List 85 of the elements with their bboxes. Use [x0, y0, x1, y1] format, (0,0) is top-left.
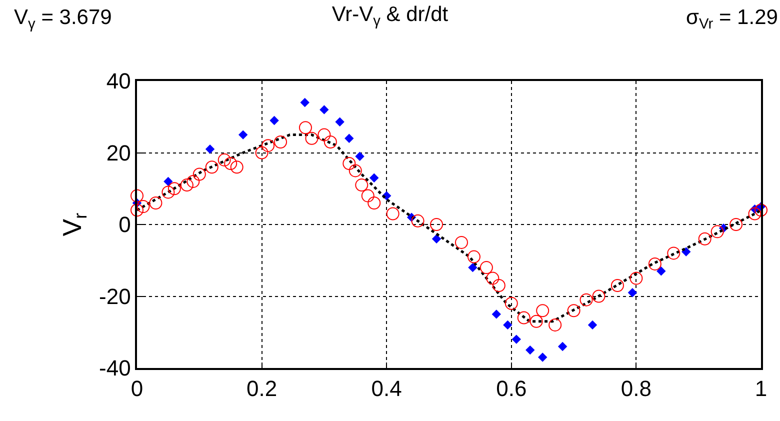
point — [504, 296, 518, 310]
point — [754, 204, 768, 217]
point — [274, 135, 288, 148]
point — [630, 272, 643, 285]
point — [567, 304, 580, 318]
point — [320, 105, 329, 114]
point — [730, 218, 743, 231]
point — [335, 118, 344, 126]
point — [592, 290, 606, 303]
point — [454, 236, 468, 249]
point — [255, 146, 268, 160]
point — [300, 98, 310, 107]
point — [530, 314, 543, 328]
x-tick-label: 0.2 — [246, 376, 278, 402]
point — [262, 139, 275, 152]
point — [192, 168, 206, 181]
point — [480, 261, 493, 274]
point — [432, 234, 441, 244]
point — [698, 232, 712, 246]
point — [526, 346, 535, 354]
point — [205, 160, 218, 174]
point — [342, 157, 356, 170]
y-tick-label: -40 — [99, 356, 131, 381]
point — [224, 157, 238, 170]
point — [548, 318, 562, 332]
point — [628, 288, 637, 298]
x-tick-label: 1 — [754, 376, 768, 402]
point — [512, 334, 521, 344]
point — [130, 204, 144, 217]
x-tick-label: 0.4 — [371, 376, 402, 402]
point — [656, 266, 666, 276]
point — [610, 278, 624, 292]
point — [355, 152, 364, 161]
point — [492, 310, 501, 319]
point — [348, 164, 362, 178]
point — [558, 342, 567, 351]
point — [667, 246, 680, 260]
point — [370, 173, 379, 182]
point — [486, 272, 500, 285]
point — [468, 263, 478, 272]
point — [580, 293, 593, 306]
point — [368, 196, 381, 210]
point — [230, 160, 244, 174]
x-tick-label: 0.6 — [496, 376, 527, 402]
point — [467, 250, 480, 264]
point — [238, 130, 248, 140]
point — [411, 214, 424, 228]
y-tick-label: 20 — [106, 140, 131, 166]
point — [588, 320, 597, 330]
point — [298, 121, 312, 134]
point — [492, 278, 506, 292]
point — [344, 134, 354, 143]
point — [538, 352, 547, 362]
point — [517, 311, 530, 324]
point — [180, 178, 194, 192]
point — [318, 128, 331, 142]
point — [218, 153, 231, 166]
point — [386, 207, 400, 220]
y-tick-label: -20 — [99, 284, 131, 309]
point — [648, 257, 662, 270]
point — [682, 247, 691, 256]
text: V$_{γ}$ = 3.679 — [14, 6, 112, 32]
point — [361, 189, 374, 202]
point — [324, 135, 337, 148]
point — [748, 207, 762, 220]
y-tick-label: 0 — [118, 212, 131, 238]
point — [503, 320, 512, 330]
point — [130, 189, 144, 202]
point — [355, 178, 368, 192]
point — [710, 225, 724, 238]
point — [305, 132, 318, 145]
point — [430, 218, 444, 231]
point — [206, 144, 214, 154]
point — [162, 186, 175, 199]
text: σ$_{Vr}$ = 1.29 — [686, 6, 778, 32]
y-tick-label: 40 — [106, 68, 131, 94]
x-tick-label: 0.8 — [620, 376, 652, 402]
point — [186, 174, 200, 188]
point — [149, 196, 162, 210]
point — [168, 182, 181, 196]
point — [536, 304, 550, 318]
chart-title: Vr-V$_{γ}$ & dr/dt — [332, 3, 448, 30]
point — [136, 200, 150, 214]
point — [270, 116, 279, 125]
point — [164, 177, 173, 186]
